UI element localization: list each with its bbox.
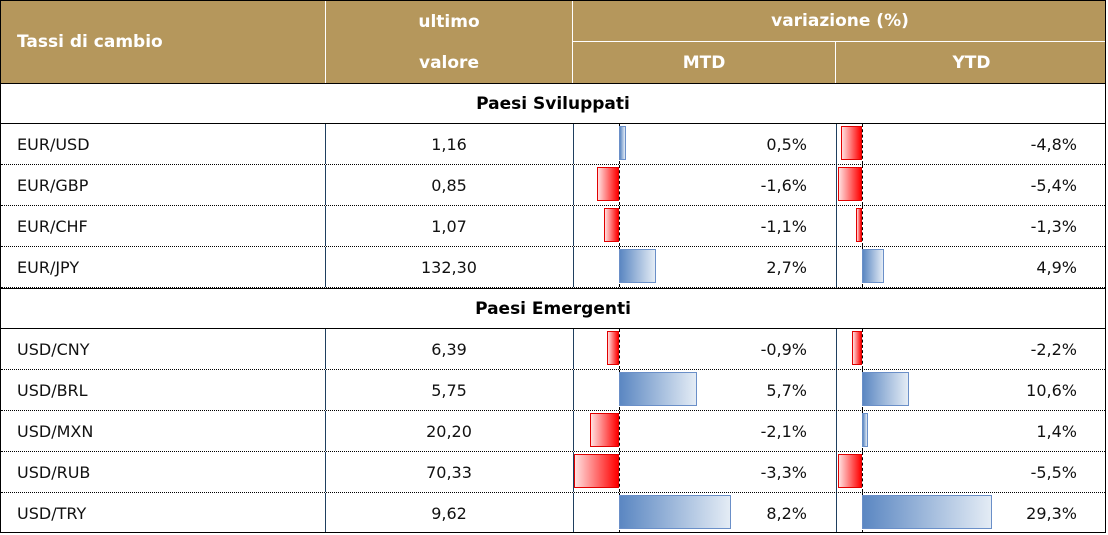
ytd-value: -1,3% xyxy=(1030,216,1077,236)
table-row: EUR/GBP 0,85 -1,6% -5,4% xyxy=(1,165,1105,206)
mtd-value: -2,1% xyxy=(760,421,807,441)
ytd-value: 29,3% xyxy=(1026,503,1077,523)
mtd-value: -3,3% xyxy=(760,462,807,482)
ytd-bar xyxy=(852,331,862,365)
last-value: 132,30 xyxy=(421,257,477,277)
table-row: USD/RUB 70,33 -3,3% -5,5% xyxy=(1,452,1105,493)
table-row: USD/TRY 9,62 8,2% 29,3% xyxy=(1,493,1105,532)
section-header: Paesi Sviluppati xyxy=(1,83,1105,124)
last-value: 20,20 xyxy=(426,421,472,441)
header-mtd: MTD xyxy=(573,42,835,83)
mtd-value: 8,2% xyxy=(766,503,807,523)
header-name: Tassi di cambio xyxy=(1,1,325,83)
pair-label: EUR/JPY xyxy=(17,257,80,277)
table-row: EUR/JPY 132,30 2,7% 4,9% xyxy=(1,247,1105,288)
last-value: 5,75 xyxy=(431,380,467,400)
ytd-bar xyxy=(840,126,862,160)
table-row: USD/BRL 5,75 5,7% 10,6% xyxy=(1,370,1105,411)
header-last-line2: valore xyxy=(326,42,572,83)
ytd-value: -4,8% xyxy=(1030,134,1077,154)
mtd-bar xyxy=(619,249,656,283)
ytd-value: 4,9% xyxy=(1036,257,1077,277)
ytd-bar xyxy=(862,413,869,447)
last-value: 0,85 xyxy=(431,175,467,195)
pair-label: EUR/USD xyxy=(17,134,90,154)
mtd-value: 0,5% xyxy=(766,134,807,154)
mtd-value: -1,6% xyxy=(760,175,807,195)
ytd-bar xyxy=(862,372,910,406)
table-row: USD/MXN 20,20 -2,1% 1,4% xyxy=(1,411,1105,452)
ytd-value: 10,6% xyxy=(1026,380,1077,400)
table-row: EUR/USD 1,16 0,5% -4,8% xyxy=(1,124,1105,165)
ytd-value: -5,4% xyxy=(1030,175,1077,195)
section-header: Paesi Emergenti xyxy=(1,288,1105,329)
pair-label: USD/MXN xyxy=(17,421,94,441)
mtd-bar xyxy=(619,372,697,406)
ytd-value: -2,2% xyxy=(1030,339,1077,359)
pair-label: EUR/CHF xyxy=(17,216,88,236)
mtd-value: -0,9% xyxy=(760,339,807,359)
ytd-bar xyxy=(856,208,862,242)
mtd-bar xyxy=(597,167,619,201)
header-variation: variazione (%) xyxy=(573,1,1105,41)
ytd-bar xyxy=(862,249,884,283)
mtd-value: 5,7% xyxy=(766,380,807,400)
header-ytd: YTD xyxy=(836,42,1105,83)
mtd-value: 2,7% xyxy=(766,257,807,277)
last-value: 6,39 xyxy=(431,339,467,359)
mtd-value: -1,1% xyxy=(760,216,807,236)
ytd-value: -5,5% xyxy=(1030,462,1077,482)
mtd-bar xyxy=(604,208,619,242)
last-value: 70,33 xyxy=(426,462,472,482)
ytd-bar xyxy=(862,495,993,529)
pair-label: USD/CNY xyxy=(17,339,90,359)
pair-label: USD/TRY xyxy=(17,503,87,523)
last-value: 9,62 xyxy=(431,503,467,523)
pair-label: EUR/GBP xyxy=(17,175,89,195)
ytd-bar xyxy=(837,167,862,201)
ytd-value: 1,4% xyxy=(1036,421,1077,441)
mtd-bar xyxy=(574,454,619,488)
pair-label: USD/BRL xyxy=(17,380,88,400)
mtd-bar xyxy=(606,331,619,365)
mtd-bar xyxy=(619,495,731,529)
mtd-bar xyxy=(590,413,619,447)
last-value: 1,07 xyxy=(431,216,467,236)
table-row: EUR/CHF 1,07 -1,1% -1,3% xyxy=(1,206,1105,247)
header-last-line1: ultimo xyxy=(326,1,572,42)
table-row: USD/CNY 6,39 -0,9% -2,2% xyxy=(1,329,1105,370)
mtd-bar xyxy=(619,126,626,160)
last-value: 1,16 xyxy=(431,134,467,154)
pair-label: USD/RUB xyxy=(17,462,91,482)
ytd-bar xyxy=(837,454,862,488)
